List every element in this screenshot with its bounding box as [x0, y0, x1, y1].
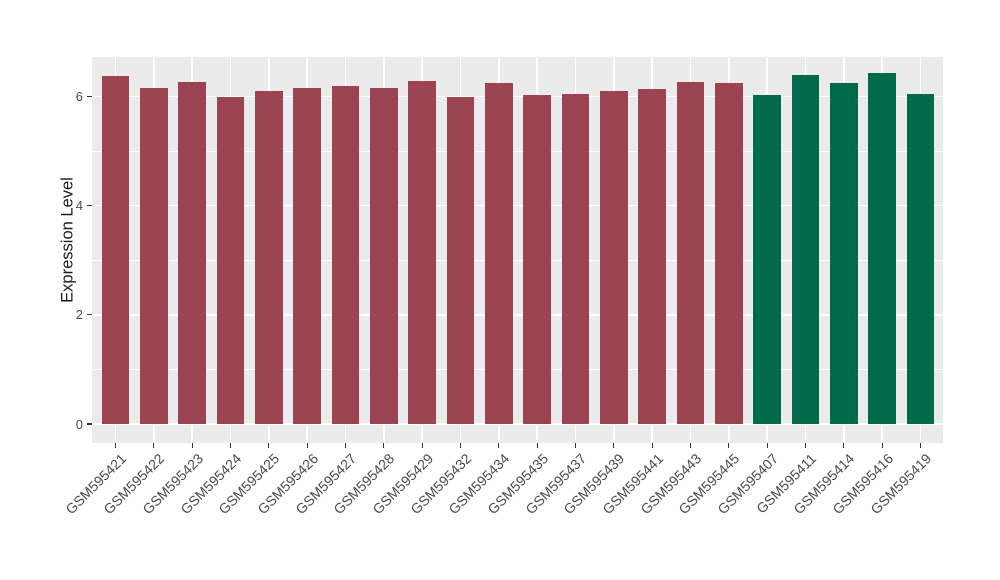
- y-tick-4: [87, 205, 92, 207]
- y-tick-2: [87, 314, 92, 316]
- bar-gsm595411: [791, 74, 820, 424]
- bar-gsm595427: [331, 86, 360, 424]
- x-tick-gsm595419: [919, 443, 922, 448]
- gridline-major-y0: [92, 423, 943, 425]
- x-tick-gsm595423: [191, 443, 193, 448]
- y-tick-label-0: 0: [75, 416, 83, 432]
- bar-gsm595441: [638, 88, 666, 424]
- bar-gsm595437: [561, 93, 590, 424]
- x-tick-gsm595407: [766, 443, 768, 448]
- x-tick-gsm595414: [843, 443, 845, 448]
- x-tick-gsm595421: [114, 443, 117, 448]
- bar-gsm595429: [408, 81, 436, 424]
- bar-gsm595416: [868, 73, 896, 424]
- gridline-minor-y1: [92, 368, 943, 370]
- x-tick-gsm595434: [498, 443, 500, 448]
- bar-gsm595434: [485, 83, 513, 424]
- y-tick-label-6: 6: [75, 88, 83, 104]
- gridline-major-y6: [92, 95, 943, 98]
- bar-gsm595443: [676, 82, 705, 424]
- bar-gsm595414: [830, 83, 858, 424]
- x-tick-gsm595427: [344, 443, 347, 448]
- bar-gsm595425: [255, 91, 283, 424]
- bar-gsm595423: [178, 82, 206, 424]
- x-tick-gsm595443: [689, 443, 692, 448]
- bar-gsm595435: [523, 95, 551, 424]
- x-tick-gsm595432: [459, 443, 462, 448]
- x-tick-gsm595429: [421, 443, 423, 448]
- x-tick-gsm595411: [804, 443, 807, 448]
- x-tick-gsm595428: [383, 443, 385, 448]
- gridline-major-y4: [92, 204, 943, 207]
- x-tick-gsm595416: [881, 443, 883, 448]
- bar-gsm595424: [216, 96, 245, 424]
- y-tick-label-2: 2: [75, 307, 83, 323]
- bar-gsm595445: [715, 82, 743, 424]
- y-tick-label-4: 4: [75, 198, 83, 214]
- y-tick-6: [87, 95, 92, 97]
- x-tick-gsm595435: [536, 443, 538, 448]
- y-tick-0: [87, 423, 92, 425]
- gridline-minor-y3: [92, 259, 943, 261]
- x-tick-gsm595445: [728, 443, 730, 448]
- gridline-major-y2: [92, 313, 943, 316]
- bar-gsm595432: [446, 97, 475, 424]
- bar-gsm595428: [370, 87, 398, 424]
- y-axis-title: Expression Level: [58, 177, 77, 303]
- x-tick-gsm595425: [268, 443, 270, 448]
- x-tick-gsm595441: [651, 443, 653, 448]
- bar-gsm595421: [101, 75, 130, 424]
- bar-gsm595439: [600, 90, 628, 424]
- gridline-minor-y5: [92, 150, 943, 152]
- x-tick-gsm595424: [229, 443, 232, 448]
- x-tick-gsm595437: [574, 443, 577, 448]
- x-tick-gsm595439: [613, 443, 615, 448]
- bar-gsm595407: [753, 95, 781, 424]
- plot-panel: [92, 57, 943, 443]
- bar-gsm595419: [906, 93, 935, 424]
- bar-gsm595422: [140, 87, 168, 424]
- x-tick-gsm595426: [306, 443, 308, 448]
- bar-gsm595426: [293, 88, 321, 424]
- x-tick-gsm595422: [153, 443, 155, 448]
